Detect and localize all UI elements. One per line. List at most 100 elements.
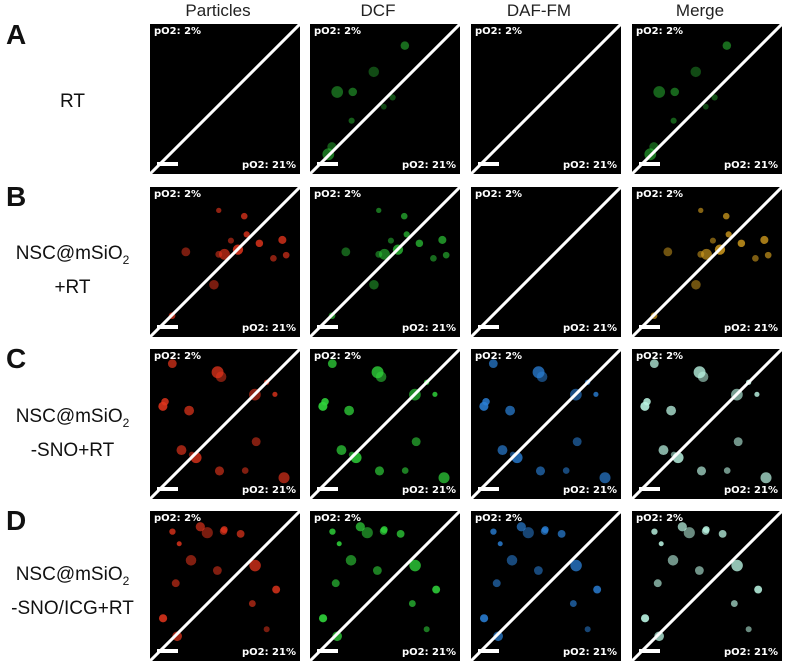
po2-high-label: pO2: 21%	[401, 647, 456, 658]
cell-spot	[666, 405, 677, 416]
cell-spot	[658, 445, 669, 456]
diagonal-divider	[471, 187, 621, 337]
po2-high-label: pO2: 21%	[401, 485, 456, 496]
micrograph-image	[310, 511, 460, 661]
micrograph-image	[310, 349, 460, 499]
cell-spot	[219, 527, 228, 535]
micrograph-panel-b-daf-fm: pO2: 2% pO2: 21%	[471, 187, 621, 337]
cell-spot	[248, 600, 256, 607]
cell-spot	[533, 566, 543, 575]
cell-spot	[318, 401, 328, 411]
scale-bar	[157, 162, 178, 166]
cell-spot	[400, 41, 410, 50]
cell-spot	[593, 391, 599, 397]
row-label-c-sub: 2	[122, 415, 130, 430]
cell-spot	[593, 585, 602, 594]
po2-high-label: pO2: 21%	[241, 323, 296, 334]
po2-high-label: pO2: 21%	[401, 160, 456, 171]
po2-high-label: pO2: 21%	[723, 323, 778, 334]
cell-spot	[278, 235, 287, 244]
row-label-b: NSC@mSiO2 +RT	[0, 240, 145, 302]
micrograph-panel-d-particles: pO2: 2% pO2: 21%	[150, 511, 300, 661]
row-letter-a: A	[6, 19, 27, 50]
cell-spot	[243, 231, 250, 238]
diagonal-divider	[150, 187, 300, 337]
micrograph-panel-b-particles: pO2: 2% pO2: 21%	[150, 187, 300, 337]
cell-spot	[215, 250, 223, 258]
diagonal-divider	[310, 349, 460, 499]
row-label-b-line2: +RT	[54, 276, 91, 298]
scale-bar	[157, 649, 178, 653]
cell-spot	[658, 541, 664, 547]
micrograph-panel-d-daf-fm: pO2: 2% pO2: 21%	[471, 511, 621, 661]
cell-spot	[442, 251, 450, 259]
po2-low-label: pO2: 2%	[314, 351, 362, 362]
row-label-d-line1: NSC@mSiO	[15, 564, 123, 585]
diagonal-divider	[632, 187, 782, 337]
po2-high-label: pO2: 21%	[723, 647, 778, 658]
cell-spot	[683, 527, 695, 539]
po2-high-label: pO2: 21%	[241, 647, 296, 658]
cell-spot	[653, 579, 662, 588]
po2-low-label: pO2: 2%	[475, 26, 523, 37]
po2-high-label: pO2: 21%	[723, 160, 778, 171]
micrograph-image	[150, 24, 300, 174]
diagonal-divider	[471, 511, 621, 661]
po2-low-label: pO2: 2%	[475, 513, 523, 524]
row-label-d-line2: -SNO/ICG+RT	[11, 597, 134, 619]
po2-low-label: pO2: 2%	[154, 189, 202, 200]
cell-spot	[522, 527, 534, 539]
cell-spot	[270, 254, 277, 262]
cell-spot	[599, 472, 611, 484]
cell-spot	[341, 247, 351, 257]
cell-spot	[640, 614, 650, 623]
po2-low-label: pO2: 2%	[314, 189, 362, 200]
cell-spot	[372, 566, 382, 575]
scale-bar	[639, 162, 660, 166]
row-letter-c: C	[6, 343, 27, 374]
po2-high-label: pO2: 21%	[562, 323, 617, 334]
cell-spot	[209, 280, 219, 290]
micrograph-panel-d-merge: pO2: 2% pO2: 21%	[632, 511, 782, 661]
cell-spot	[374, 466, 385, 476]
cell-spot	[278, 472, 290, 484]
cell-spot	[562, 467, 570, 474]
micrograph-image	[471, 511, 621, 661]
cell-spot	[764, 251, 772, 259]
cell-spot	[227, 237, 234, 244]
po2-high-label: pO2: 21%	[241, 160, 296, 171]
scale-bar	[639, 487, 660, 491]
cell-spot	[438, 472, 450, 484]
column-header-dcf: DCF	[360, 1, 396, 20]
cell-spot	[718, 529, 727, 538]
cell-spot	[557, 529, 566, 538]
cell-spot	[241, 467, 249, 474]
cell-spot	[379, 248, 390, 260]
cell-spot	[760, 472, 772, 484]
cell-spot	[195, 522, 205, 532]
row-label-c-line2: -SNO+RT	[30, 439, 115, 461]
micrograph-image	[632, 349, 782, 499]
cell-spot	[185, 555, 197, 566]
column-header-particles: Particles	[185, 1, 251, 20]
cell-spot	[730, 600, 738, 607]
row-letter-b: B	[6, 181, 27, 212]
cell-spot	[332, 631, 342, 642]
row-label-d: NSC@mSiO2 -SNO/ICG+RT	[0, 561, 145, 623]
cell-spot	[570, 559, 582, 572]
cell-spot	[697, 250, 705, 258]
scale-bar	[317, 325, 338, 329]
micrograph-image	[632, 511, 782, 661]
po2-high-label: pO2: 21%	[401, 323, 456, 334]
po2-low-label: pO2: 2%	[636, 351, 684, 362]
cell-spot	[438, 235, 447, 244]
cell-spot	[336, 541, 342, 547]
scale-bar	[478, 487, 499, 491]
cell-spot	[336, 445, 347, 456]
scale-bar	[317, 487, 338, 491]
cell-spot	[584, 626, 591, 633]
diagonal-divider	[310, 24, 460, 174]
cell-spot	[282, 251, 290, 259]
cell-spot	[375, 250, 383, 258]
cell-spot	[497, 541, 503, 547]
